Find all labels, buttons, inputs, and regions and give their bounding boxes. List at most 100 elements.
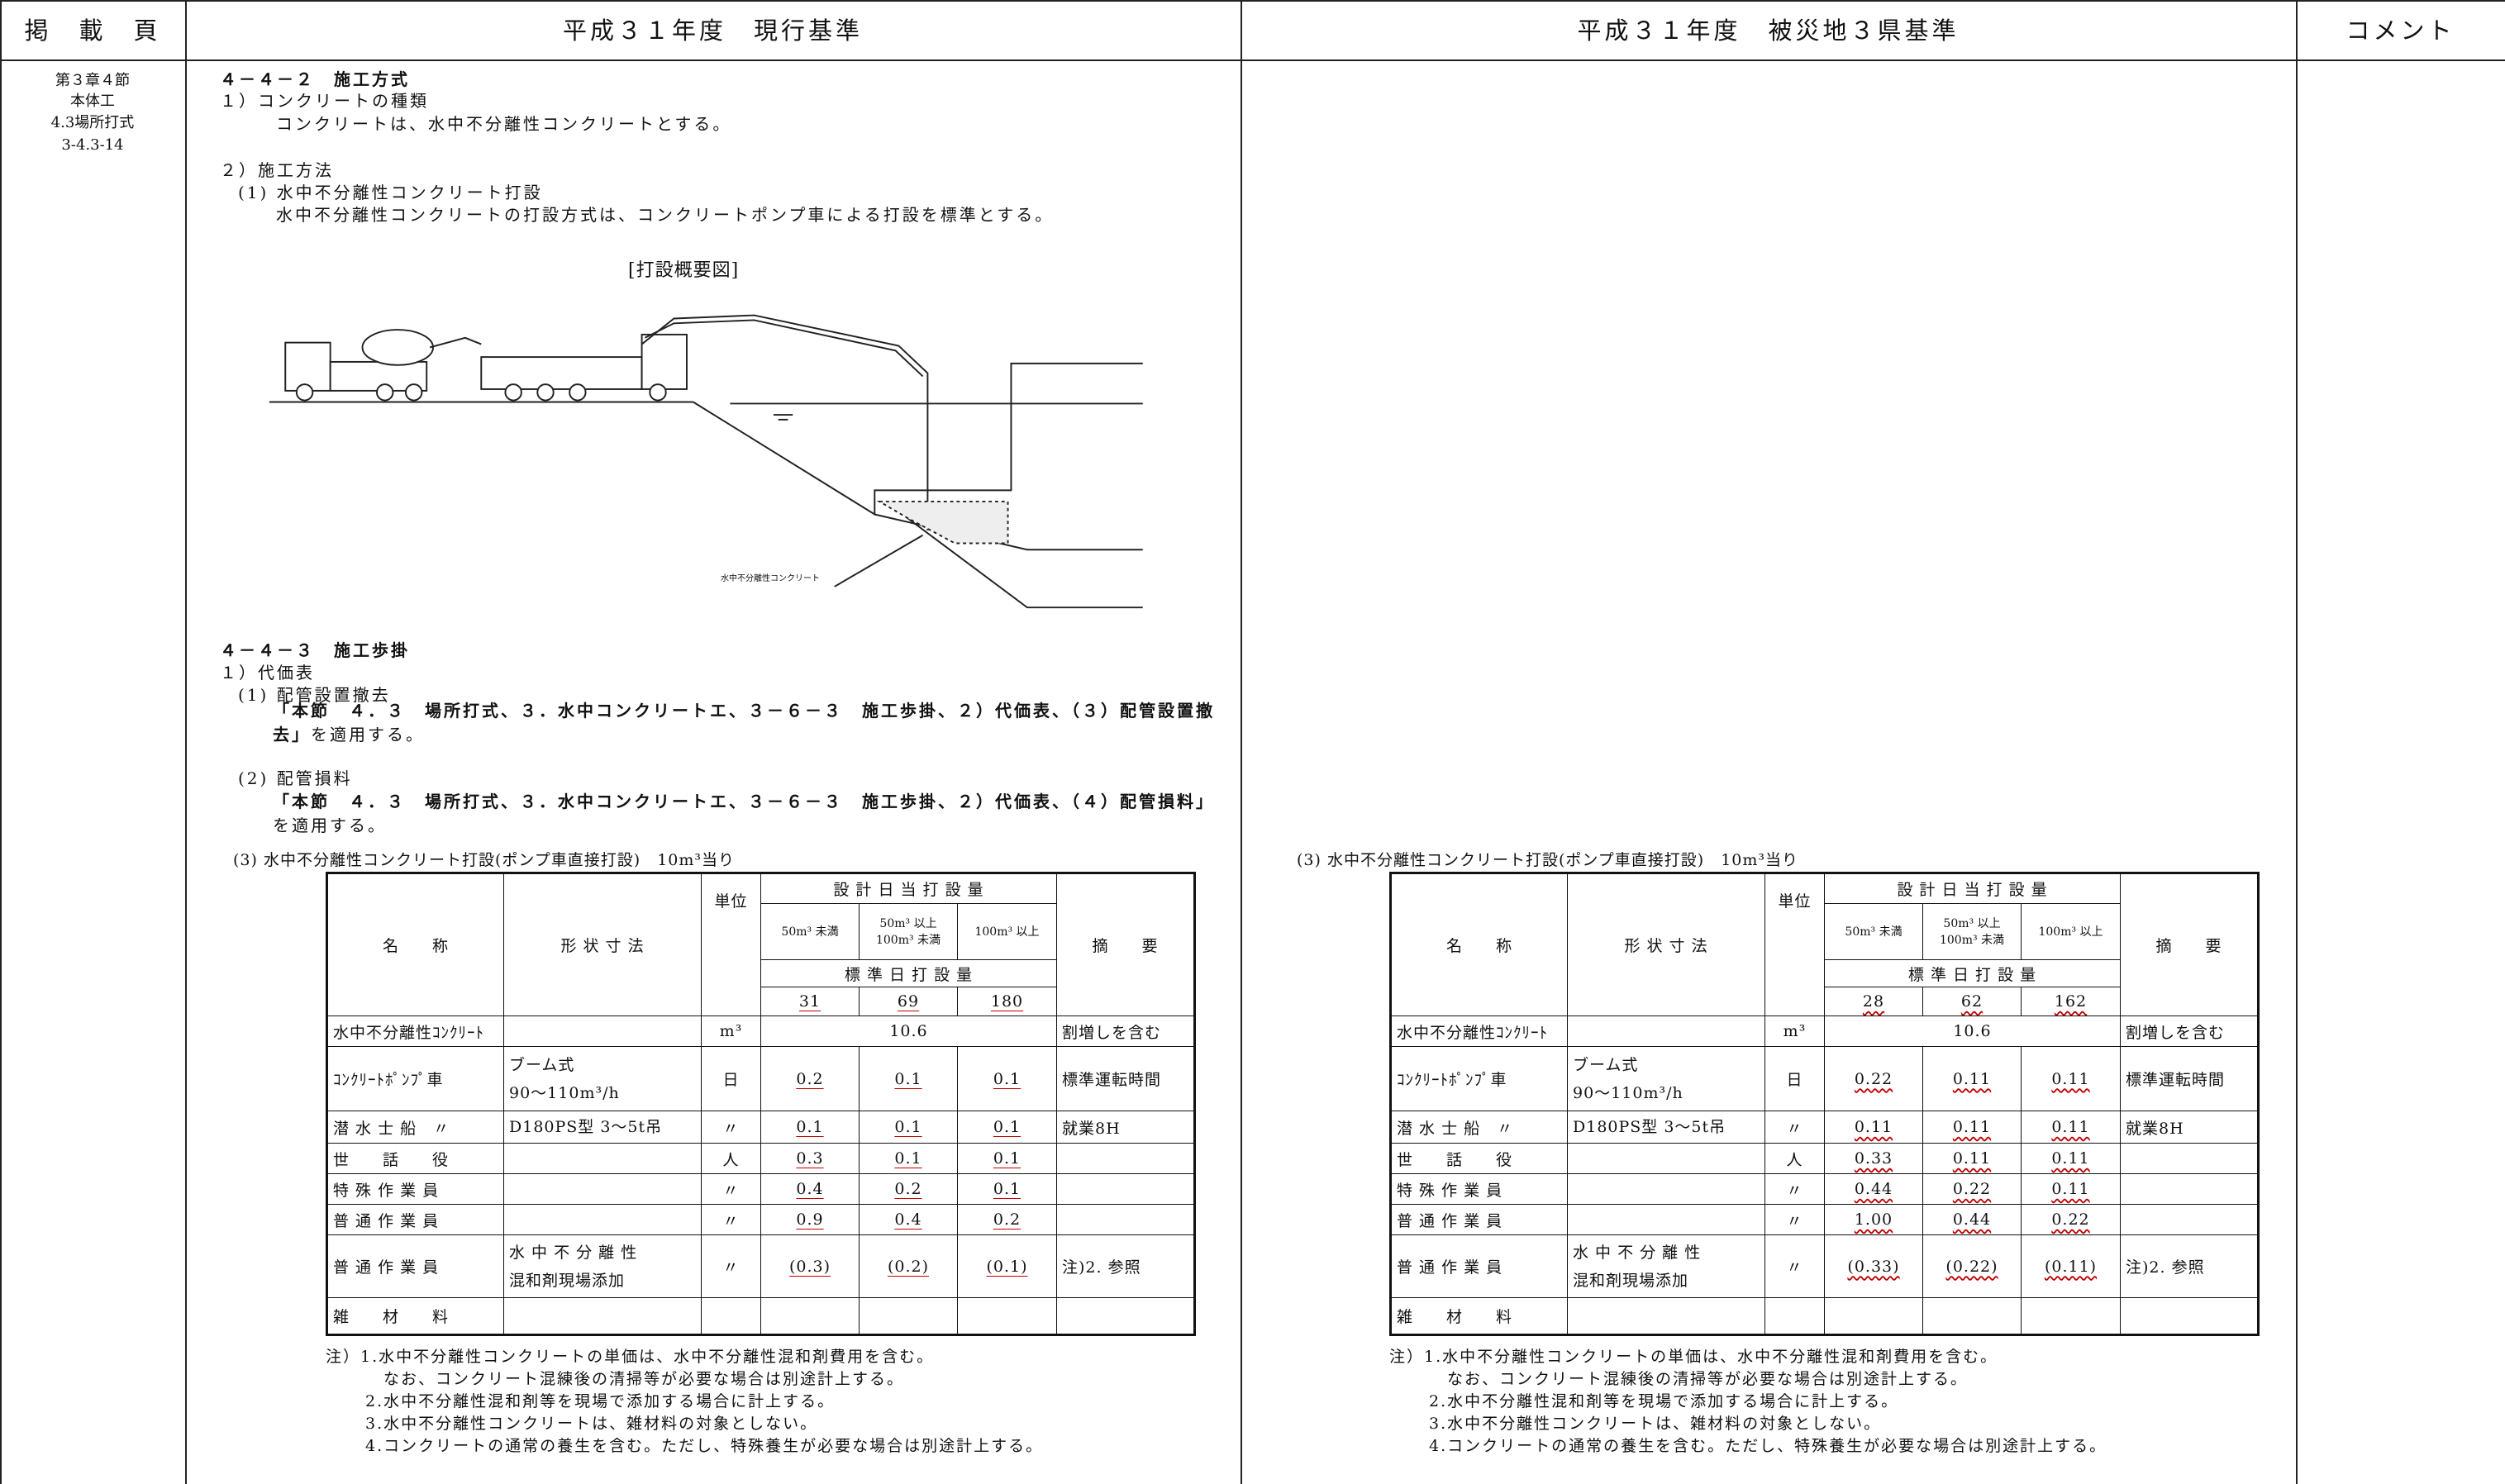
section-heading: ４－４－３ 施工歩掛 [220, 640, 410, 660]
row-unit [1764, 1297, 1825, 1335]
note: 2.水中不分離性混和剤等を現場で添加する場合に計上する。 [365, 1392, 836, 1410]
row-value: 0.11 [2020, 1111, 2122, 1144]
row-unit-text: 人 [722, 1150, 740, 1169]
row-value-text: 0.11 [1854, 1118, 1893, 1136]
row-shape: ブーム式 90～110m³/h [503, 1046, 702, 1111]
header-design-text: 設 計 日 当 打 設 量 [1897, 881, 2048, 899]
standard-value: 180 [956, 987, 1058, 1016]
header-shape: 形 状 寸 法 [1567, 873, 1765, 1016]
row-value-text: 0.1 [993, 1118, 1022, 1136]
shape-line: 混和剤現場添加 [509, 1271, 626, 1290]
header-row: 標 準 日 打 設 量 [1391, 959, 2259, 987]
row-unit [701, 1297, 761, 1335]
reference-tail: を適用する。 [311, 725, 425, 744]
table-title: (3) 水中不分離性コンクリート打設(ポンプ車直接打設) 10m³当り [233, 851, 736, 869]
row-value-text: 0.2 [796, 1069, 824, 1088]
header-standard: 標 準 日 打 設 量 [760, 959, 1058, 987]
row-name-text: 水中不分離性ｺﾝｸﾘｰﾄ [1397, 1023, 1549, 1042]
row-name: 水中不分離性ｺﾝｸﾘｰﾄ [326, 1015, 504, 1047]
row-unit: 日 [701, 1046, 761, 1111]
row-value: 0.4 [760, 1173, 860, 1205]
row-value: 0.11 [1922, 1111, 2022, 1144]
row-remarks-text: 就業8H [1062, 1119, 1121, 1138]
header-row: 名 称 形 状 寸 法 単位 設 計 日 当 打 設 量摘 要 [1390, 873, 2260, 1016]
row-shape: D180PS型 3～5t吊 [503, 1111, 702, 1144]
row-unit: m³ [1764, 1015, 1825, 1047]
row-value: 0.11 [1922, 1143, 2022, 1174]
standard-value: 162 [2020, 987, 2122, 1016]
size-label: 50m³ 未満 [781, 925, 839, 939]
column-rule [0, 0, 2, 1484]
sub-item: (2) 配管損料 [238, 768, 353, 788]
diagram [269, 314, 1143, 609]
reference-tail: を適用する。 [273, 816, 387, 835]
row-unit-text: 人 [1786, 1150, 1803, 1169]
note: 注）1.水中不分離性コンクリートの単価は、水中不分離性混和剤費用を含む。 [1389, 1348, 1998, 1366]
header-standard-text: 標 準 日 打 設 量 [1907, 965, 2037, 984]
shape-line: 90～110m³/h [1573, 1083, 1683, 1102]
row-shape [503, 1297, 702, 1335]
note: 2.水中不分離性混和剤等を現場で添加する場合に計上する。 [1429, 1392, 1899, 1410]
shape-line: D180PS型 3～5t吊 [509, 1118, 663, 1136]
row-unit-text: 日 [722, 1071, 740, 1089]
row-value: 0.11 [1922, 1046, 2022, 1111]
row-unit: 〃 [1764, 1111, 1825, 1144]
header-design: 設 計 日 当 打 設 量 [760, 873, 1058, 904]
row-name: 普 通 作 業 員 [1390, 1204, 1568, 1235]
note: 3.水中不分離性コンクリートは、雑材料の対象としない。 [365, 1415, 818, 1433]
header-standard-text: 標 準 日 打 設 量 [844, 965, 974, 984]
row-name: 世 話 役 [1390, 1143, 1568, 1174]
row-value: (0.22) [1922, 1234, 2022, 1298]
column-rule [1241, 0, 1242, 1484]
header-remarks: 摘 要 [2120, 873, 2260, 1016]
row-name-text: ｺﾝｸﾘｰﾄﾎﾟﾝﾌﾟ車 [333, 1071, 444, 1089]
row-value-text: 0.22 [1854, 1069, 1893, 1088]
shape-line: 90～110m³/h [509, 1083, 620, 1102]
row-value-text: 0.1 [894, 1118, 922, 1136]
row-unit-text: m³ [1783, 1022, 1807, 1040]
header-size: 50m³ 未満 [1824, 903, 1923, 960]
page-ref: 4.3場所打式 [50, 114, 135, 131]
shape-line: 水 中 不 分 離 性 [509, 1243, 638, 1262]
row-unit-text: 〃 [1786, 1258, 1803, 1277]
standard-value-text: 31 [798, 992, 822, 1011]
header-remarks-text: 摘 要 [2155, 937, 2222, 955]
row-shape [503, 1204, 702, 1235]
header-name-text: 名 称 [382, 937, 449, 955]
note: 4.コンクリートの通常の養生を含む。ただし、特殊養生が必要な場合は別途計上する。 [1429, 1437, 2107, 1455]
row-value: 0.1 [859, 1143, 958, 1174]
row-remarks [2120, 1204, 2260, 1235]
row-value [1824, 1297, 1923, 1335]
data-row: 世 話 役 人 0.33 0.11 0.11 [1390, 1143, 2260, 1174]
row-value-text: (0.3) [788, 1257, 831, 1276]
row-name-text: 雑 材 料 [1397, 1308, 1513, 1326]
row-name: ｺﾝｸﾘｰﾄﾎﾟﾝﾌﾟ車 [1390, 1046, 1568, 1111]
data-table: 名 称形 状 寸 法単位設 計 日 当 打 設 量摘 要 50m³ 未満 50m³ … [326, 872, 1197, 1336]
item-text: コンクリートは、水中不分離性コンクリートとする。 [276, 114, 732, 134]
column-rule [2296, 0, 2298, 1484]
row-remarks: 割増しを含む [2120, 1015, 2260, 1047]
row-value: 0.11 [2020, 1046, 2122, 1111]
row-value-text: (0.22) [1945, 1257, 1998, 1276]
size-label: 100m³ 未満 [875, 933, 941, 947]
row-name-text: 普 通 作 業 員 [1397, 1258, 1503, 1277]
row-remarks: 注)2. 参照 [1056, 1234, 1196, 1298]
page-ref: 3-4.3-14 [61, 136, 124, 154]
row-value-text: 1.00 [1854, 1211, 1893, 1229]
row-shape [1567, 1297, 1765, 1335]
top-rule [0, 0, 2505, 2]
row-value-text: 0.3 [796, 1149, 824, 1168]
header-row: 標 準 日 打 設 量 [327, 959, 1195, 987]
row-value: 0.22 [1922, 1173, 2022, 1205]
diagram-label: 水中不分離性コンクリート [721, 574, 820, 583]
header-shape-text: 形 状 寸 法 [560, 937, 645, 955]
note: 注）1.水中不分離性コンクリートの単価は、水中不分離性混和剤費用を含む。 [326, 1348, 935, 1366]
note: なお、コンクリート混練後の清掃等が必要な場合は別途計上する。 [1447, 1370, 1969, 1388]
row-value: 0.1 [956, 1046, 1058, 1111]
row-value: 10.6 [760, 1015, 1058, 1047]
row-remarks [2120, 1143, 2260, 1174]
row-shape [503, 1173, 702, 1205]
row-name-text: 普 通 作 業 員 [1397, 1211, 1503, 1230]
row-value-text: (0.33) [1847, 1257, 1900, 1276]
